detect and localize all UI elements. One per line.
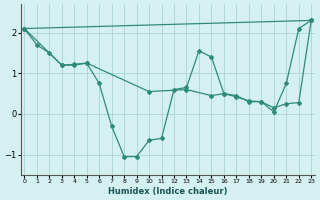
X-axis label: Humidex (Indice chaleur): Humidex (Indice chaleur) [108,187,228,196]
